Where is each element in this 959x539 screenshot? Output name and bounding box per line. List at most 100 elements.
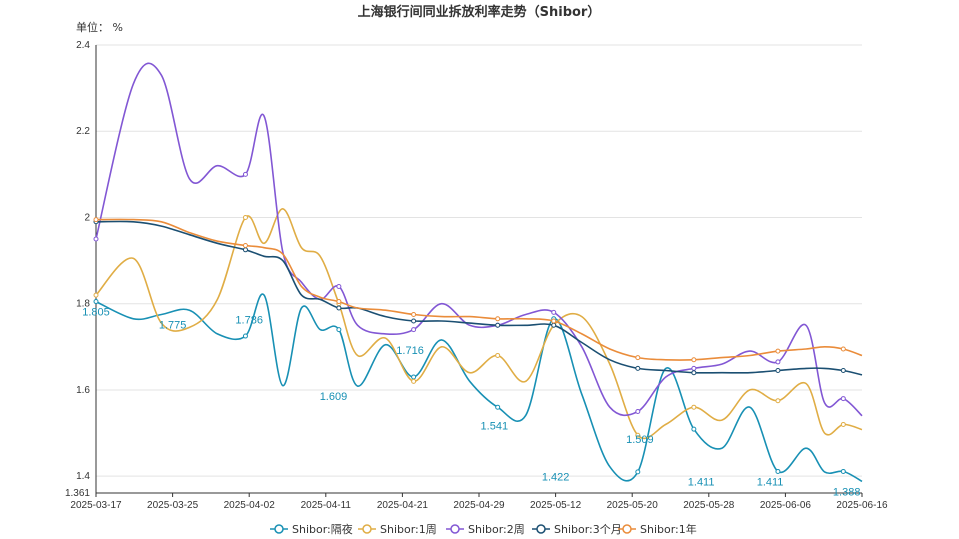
series-point [691,404,697,410]
y-tick-label: 1.8 [76,299,90,310]
series-point [775,348,781,354]
series-point [242,171,248,177]
series-point [411,327,417,333]
series-point [551,318,557,324]
data-labels: 1.805 1.775 1.786 1.609 1.716 1.541 1.422 1.509… [82,307,860,499]
series-point [635,409,641,415]
legend-label: Shibor:3个月 [554,523,622,536]
series-point [635,355,641,361]
series-point [336,283,342,289]
grid-lines [96,44,862,477]
series-point [635,365,641,371]
series-line-1 [95,208,863,440]
point-label: 1.775 [159,319,187,331]
point-label: 1.509 [626,434,654,446]
series-point [495,322,501,328]
series-point [691,370,697,376]
x-tick-label: 2025-06-16 [836,500,888,511]
point-label: 1.786 [235,315,263,327]
x-tick-label: 2025-04-11 [301,500,352,511]
legend-swatch-marker [274,524,284,534]
series-point [635,469,641,475]
series-point [242,333,248,339]
point-label: 1.805 [82,307,110,319]
series-point [411,311,417,317]
series-point [242,247,248,253]
y-tick-label: 2.4 [76,40,90,51]
x-tick-label: 2025-06-06 [760,500,812,511]
point-label: 1.609 [320,391,348,403]
series-point [551,322,557,328]
series-point [93,236,99,242]
series-line-0 [95,293,863,483]
x-tick-label: 2025-03-17 [70,500,122,511]
legend-item-0[interactable]: Shibor:隔夜 [270,522,353,536]
series-lines [95,62,863,483]
series-point [775,398,781,404]
x-tick-label: 2025-05-28 [683,500,735,511]
x-tick-label: 2025-04-21 [377,500,429,511]
series-point [691,357,697,363]
series-point [775,359,781,365]
series-line-2 [95,62,863,417]
series-point [840,346,846,352]
series-point [336,327,342,333]
series-point [551,309,557,315]
series-point [775,468,781,474]
series-line-4 [95,218,863,361]
series-point [336,299,342,305]
y-tick-label: 2 [84,212,90,223]
chart-title: 上海银行间同业拆放利率走势（Shibor） [358,4,601,20]
series-point [840,421,846,427]
legend-item-1[interactable]: Shibor:1周 [358,523,437,536]
point-label: 1.422 [542,472,570,484]
series-point [840,368,846,374]
legend-swatch-marker [622,524,632,534]
legend-item-3[interactable]: Shibor:3个月 [532,523,622,536]
y-tick-label: 1.6 [76,385,90,396]
point-label: 1.388 [833,486,861,498]
series-point [495,352,501,358]
legend-item-4[interactable]: Shibor:1年 [618,522,697,536]
legend-label: Shibor:隔夜 [292,522,353,536]
series-point [495,316,501,322]
y-tick-label: 1.4 [76,471,90,482]
series-point [495,404,501,410]
legend-swatch-marker [450,524,460,534]
series-point [242,214,248,220]
x-tick-label: 2025-04-02 [224,500,276,511]
legend-label: Shibor:1年 [640,522,697,536]
series-point [336,305,342,311]
legend-swatch-marker [362,524,372,534]
series-point [840,468,846,474]
series-point [840,396,846,402]
series-markers [93,171,846,475]
x-tick-label: 2025-05-20 [607,500,659,511]
series-point [411,378,417,384]
x-tick-label: 2025-04-29 [453,500,505,511]
series-point [411,374,417,380]
series-point [93,217,99,223]
legend-label: Shibor:2周 [468,523,525,536]
series-point [93,292,99,298]
series-point [691,426,697,432]
unit-label: 单位： % [76,20,123,34]
x-tick-label: 2025-05-12 [530,500,582,511]
series-point [93,299,99,305]
legend-item-2[interactable]: Shibor:2周 [446,523,525,536]
series-point [635,432,641,438]
series-point [242,243,248,249]
point-label: 1.541 [481,420,509,432]
y-tick-label: 2.2 [76,126,90,137]
legend-swatch-marker [536,524,546,534]
legend-label: Shibor:1周 [380,523,437,536]
series-point [775,368,781,374]
legend[interactable]: Shibor:隔夜 Shibor:1周 Shibor:2周 Shibor:3个月 Shi… [270,522,697,536]
series-point [691,365,697,371]
y-tick-label: 1.361 [65,488,90,499]
point-label: 1.716 [396,345,424,357]
series-point [411,318,417,324]
